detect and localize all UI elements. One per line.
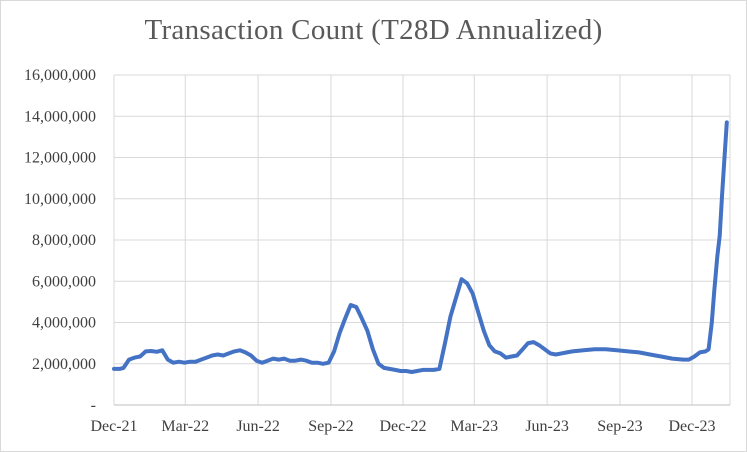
y-tick-label: 14,000,000 bbox=[24, 108, 96, 125]
x-tick-label: Sep-22 bbox=[308, 418, 353, 435]
x-tick-label: Mar-22 bbox=[161, 418, 209, 435]
y-tick-label: 6,000,000 bbox=[32, 273, 96, 290]
series-line bbox=[112, 120, 729, 374]
chart-title: Transaction Count (T28D Annualized) bbox=[144, 14, 603, 46]
y-tick-label: 12,000,000 bbox=[24, 150, 96, 167]
gridlines bbox=[113, 74, 731, 406]
x-tick-label: Jun-23 bbox=[525, 418, 569, 435]
y-tick-label: 16,000,000 bbox=[24, 67, 96, 84]
y-axis-tick-labels: - 2,000,000 4,000,000 6,000,000 8,000,000 10,… bbox=[24, 67, 96, 414]
y-tick-label: 10,000,000 bbox=[24, 191, 96, 208]
y-tick-label: 4,000,000 bbox=[32, 315, 96, 332]
series-group bbox=[112, 120, 729, 374]
x-axis-tick-labels: Dec-21 Mar-22 Jun-22 Sep-22 Dec-22 Mar-23 Jun-… bbox=[90, 418, 715, 435]
x-tick-label: Dec-21 bbox=[90, 418, 137, 435]
y-tick-label: 2,000,000 bbox=[32, 356, 96, 373]
x-tick-label: Mar-23 bbox=[450, 418, 498, 435]
x-tick-label: Dec-22 bbox=[379, 418, 426, 435]
x-tick-label: Dec-23 bbox=[668, 418, 715, 435]
y-tick-label: 8,000,000 bbox=[32, 232, 96, 249]
x-tick-label: Sep-23 bbox=[597, 418, 642, 435]
x-tick-label: Jun-22 bbox=[236, 418, 280, 435]
y-tick-label: - bbox=[91, 397, 96, 414]
